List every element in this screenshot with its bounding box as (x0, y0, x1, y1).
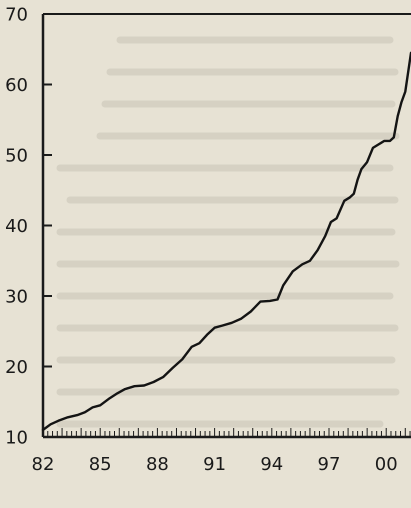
chart-axes (41, 13, 411, 439)
x-tick-label-97: 97 (318, 454, 341, 475)
x-tick-label-00: 00 (375, 454, 398, 475)
y-axis-tick-labels: 10 20 30 40 50 60 70 (5, 5, 28, 449)
y-tick-label-30: 30 (5, 287, 28, 308)
x-axis-tick-labels: 82 85 88 91 94 97 00 (32, 454, 398, 475)
y-tick-label-50: 50 (5, 146, 28, 167)
y-tick-label-60: 60 (5, 75, 28, 96)
x-tick-label-94: 94 (260, 454, 283, 475)
x-tick-label-82: 82 (32, 454, 55, 475)
y-tick-label-70: 70 (5, 5, 28, 26)
y-tick-label-20: 20 (5, 357, 28, 378)
y-tick-label-10: 10 (5, 428, 28, 449)
series-line-0 (41, 51, 411, 432)
x-axis-minor-ticks (42, 428, 411, 437)
x-tick-label-91: 91 (203, 454, 226, 475)
y-tick-label-40: 40 (5, 216, 28, 237)
x-tick-label-88: 88 (146, 454, 169, 475)
x-tick-label-85: 85 (89, 454, 112, 475)
chart-series (41, 51, 411, 432)
y-axis-ticks (43, 13, 52, 438)
